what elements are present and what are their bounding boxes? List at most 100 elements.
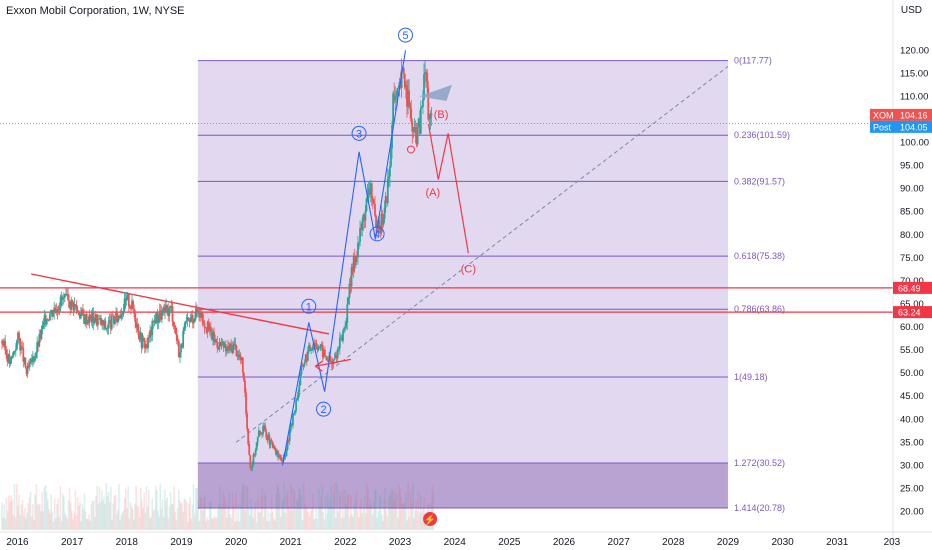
x-tick-label: 2029 [717, 537, 740, 548]
volume-bar [149, 518, 151, 530]
level-price-tag [893, 306, 932, 319]
candle-body [197, 310, 199, 312]
level-price-tag-value: 68.49 [898, 283, 921, 293]
candle-body [276, 450, 278, 455]
candle-body [43, 314, 46, 323]
candle-body [22, 348, 25, 362]
volume-bar [238, 521, 241, 530]
candle-body [203, 323, 206, 328]
candle-body [315, 343, 318, 347]
candle-body [363, 214, 366, 221]
candle-body [342, 330, 344, 341]
level-price-tag-value: 63.24 [898, 308, 921, 318]
volume-bar [25, 518, 27, 530]
candle-body [72, 302, 75, 311]
candle-body [44, 314, 47, 325]
volume-bar [312, 494, 314, 530]
y-tick-label: 110.00 [900, 91, 928, 102]
volume-bar [134, 503, 136, 530]
volume-bar [128, 518, 131, 530]
candle-body [131, 300, 133, 309]
volume-bar [382, 521, 384, 530]
candle-body [208, 326, 211, 331]
candle-body [304, 354, 307, 363]
candle-body [133, 308, 136, 314]
candle-body [199, 314, 202, 318]
candle-body [115, 311, 117, 320]
candle-body [373, 202, 375, 205]
volume-bar [400, 497, 403, 530]
volume-bar [114, 494, 117, 530]
volume-bar [18, 495, 20, 530]
volume-bar [161, 499, 164, 530]
candle-body [253, 454, 256, 456]
volume-bar [199, 497, 202, 530]
volume-bar [92, 500, 95, 530]
candle-body [256, 436, 259, 443]
volume-bar [308, 516, 311, 530]
candle-body [19, 338, 22, 351]
candle-body [149, 329, 152, 338]
x-tick-label: 2026 [553, 537, 576, 548]
candle-body [209, 326, 212, 332]
volume-bar [127, 486, 129, 530]
candle-body [206, 321, 209, 333]
volume-bar [170, 504, 173, 530]
volume-bar [119, 520, 121, 530]
volume-bar [34, 494, 36, 530]
volume-bar [13, 484, 16, 530]
candle-body [184, 321, 187, 329]
volume-bar [258, 512, 260, 530]
annotation-arrow-top [419, 84, 452, 102]
candle-body [420, 106, 423, 108]
candle-body [392, 93, 395, 126]
candle-body [28, 362, 31, 368]
volume-bar [27, 503, 30, 530]
volume-bar [201, 510, 204, 530]
candle-body [38, 333, 41, 347]
volume-bar [392, 490, 395, 530]
volume-bar [257, 497, 259, 530]
volume-bar [223, 497, 226, 530]
candle-body [69, 307, 72, 310]
volume-bar [32, 503, 34, 530]
volume-bar [307, 512, 310, 530]
candle-body [77, 310, 80, 316]
candle-body [319, 344, 322, 348]
candle-body [159, 310, 162, 320]
volume-bar [49, 513, 51, 530]
candle-body [148, 337, 150, 339]
volume-bar [47, 499, 49, 530]
volume-bar [154, 485, 157, 530]
candle-body [211, 331, 213, 340]
volume-bar [165, 500, 167, 530]
volume-bar [234, 521, 236, 530]
volume-bar [174, 512, 176, 530]
volume-bar [151, 498, 154, 530]
candle-body [297, 391, 300, 400]
candle-body [89, 314, 92, 317]
candle-body [330, 361, 333, 363]
volume-bar [40, 511, 42, 530]
volume-bar [320, 496, 322, 530]
y-tick-label: 115.00 [900, 68, 928, 79]
volume-bar [181, 502, 183, 530]
volume-bar [338, 490, 341, 530]
candle-body [369, 183, 372, 195]
volume-bar [345, 503, 347, 530]
candle-body [119, 316, 122, 319]
volume-bar [265, 495, 267, 530]
volume-bar [65, 515, 67, 530]
candle-body [26, 365, 29, 374]
volume-bar [156, 490, 158, 530]
corrective-wave-label: (C) [461, 264, 476, 276]
candle-body [400, 69, 403, 88]
candle-body [217, 347, 220, 350]
candle-body [329, 355, 332, 362]
volume-bar [160, 508, 163, 530]
volume-bar [80, 521, 82, 530]
candle-body [10, 356, 13, 360]
wave-subwave-marker [406, 145, 415, 154]
volume-bar [100, 490, 103, 530]
